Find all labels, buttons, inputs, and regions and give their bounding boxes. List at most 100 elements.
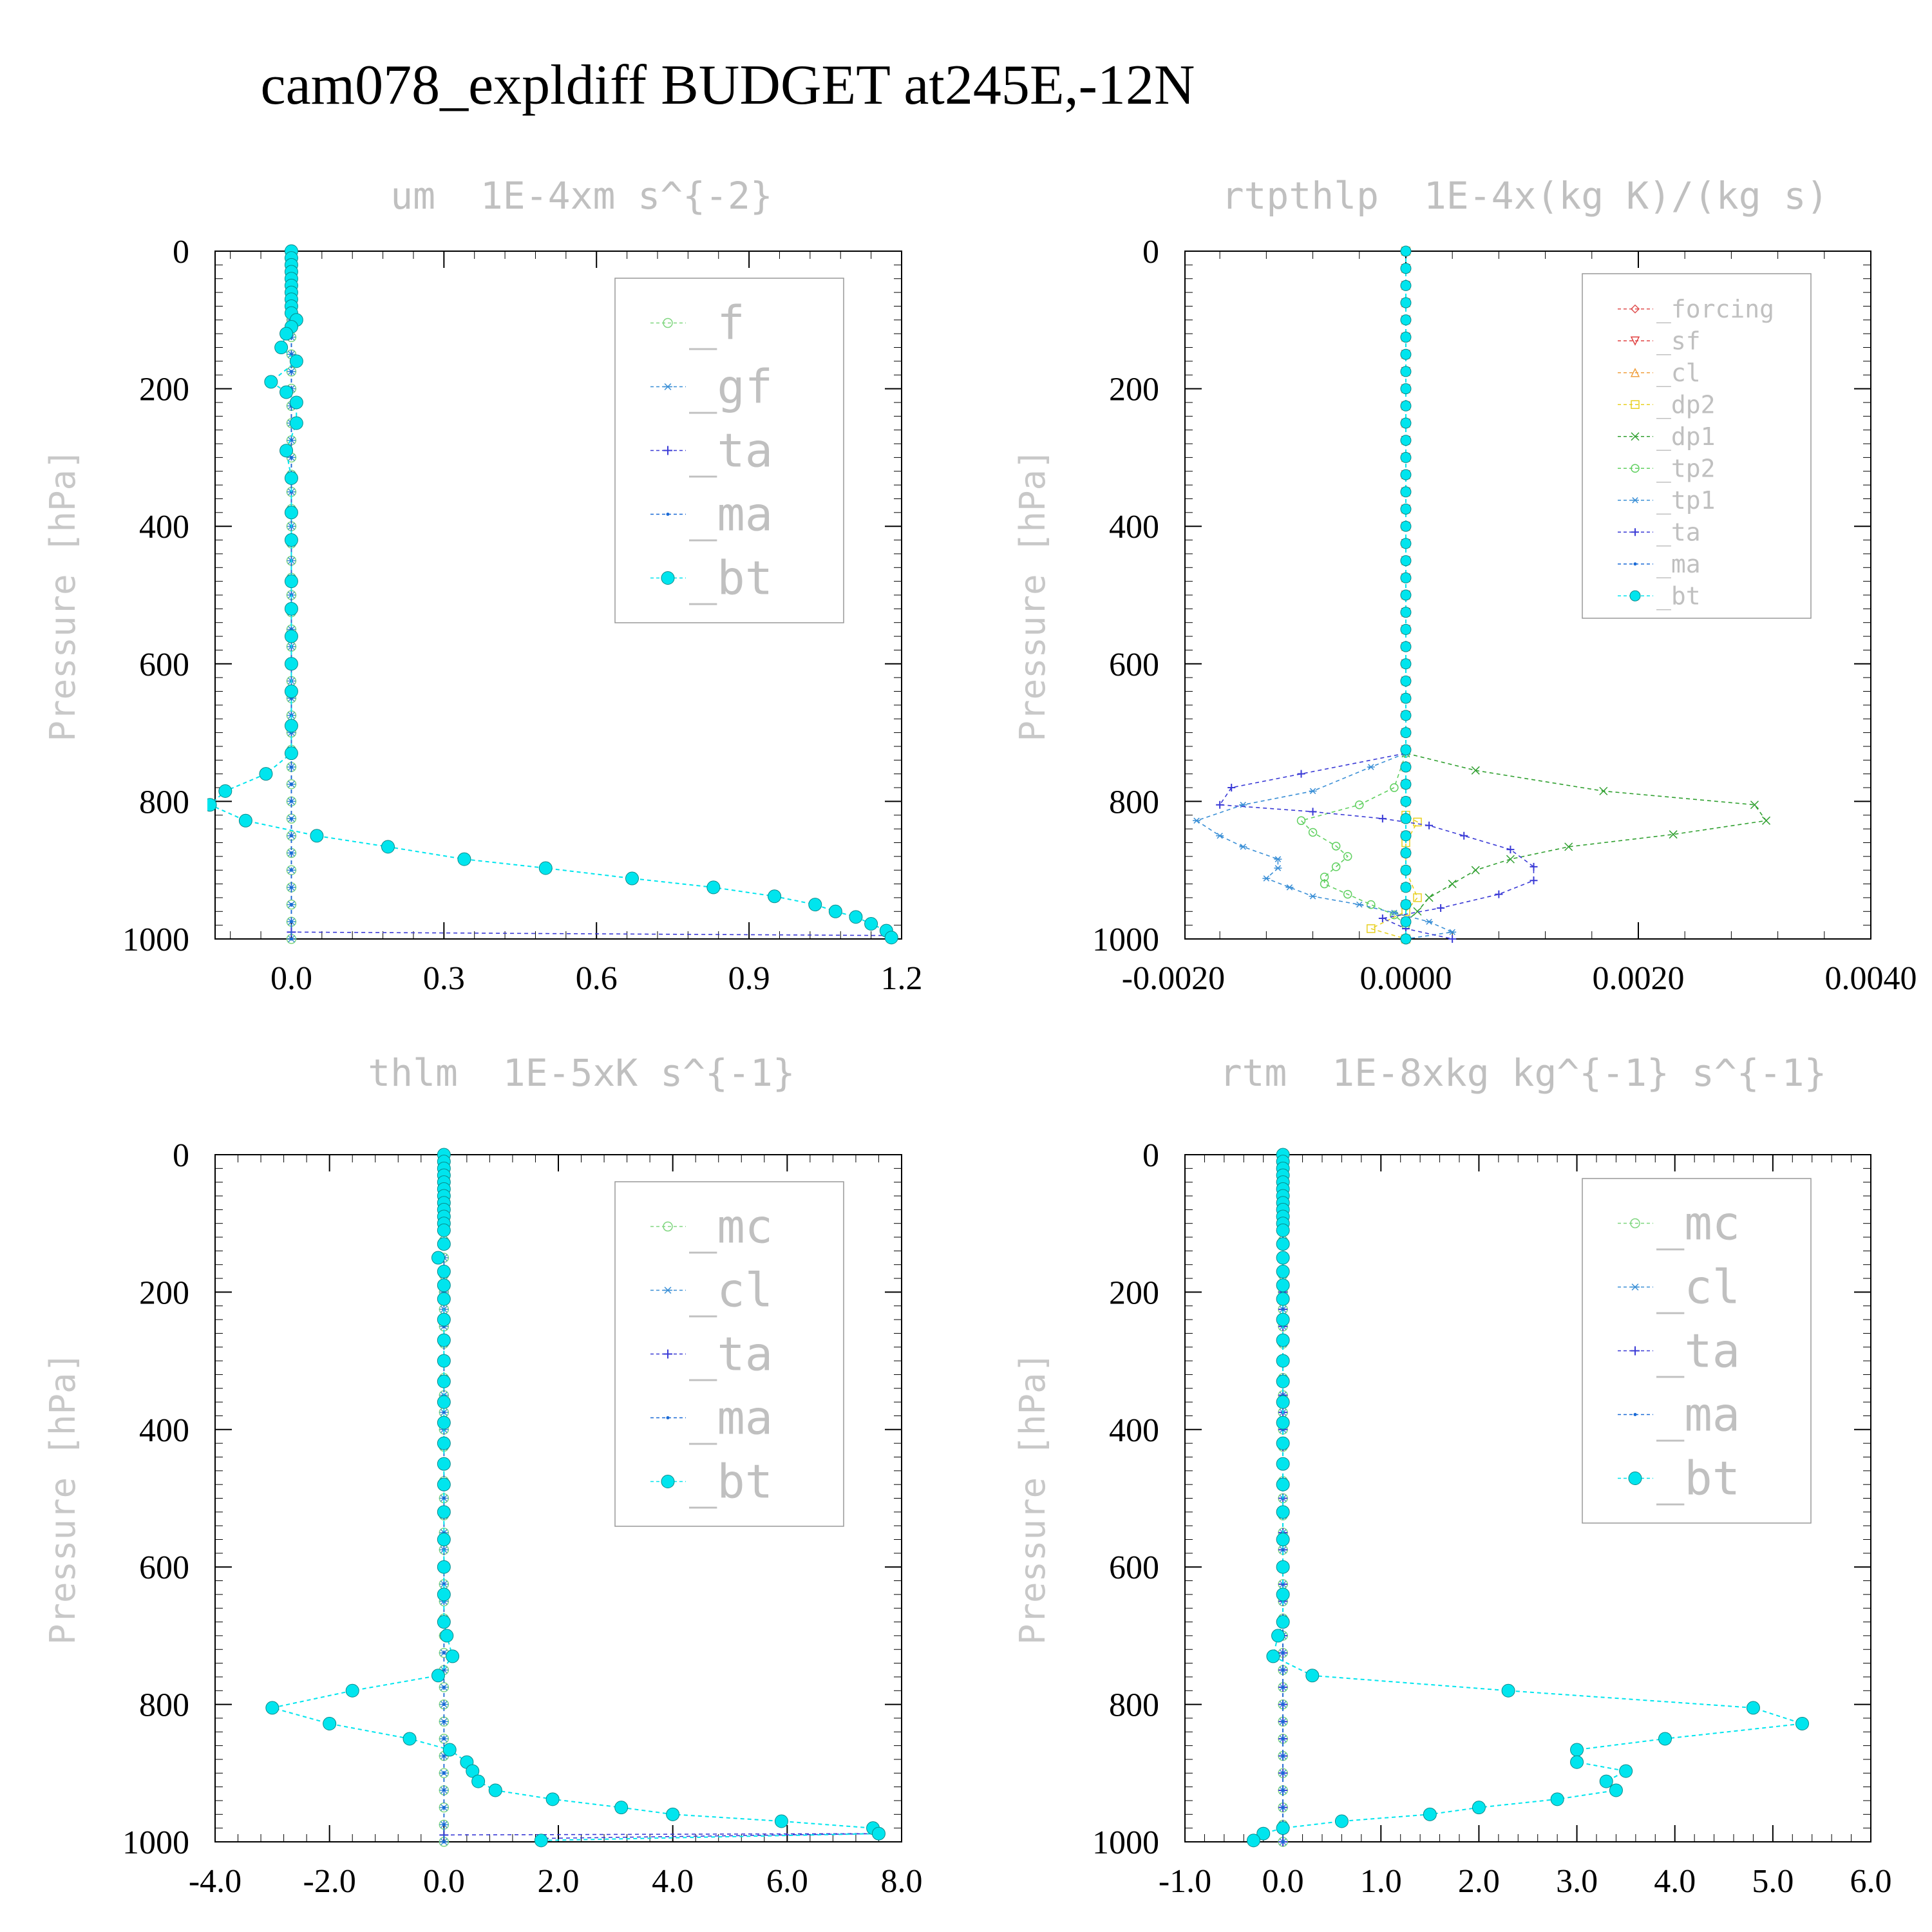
x-tick-label: 6.0 xyxy=(1850,1863,1892,1900)
data-point_bt xyxy=(1400,314,1412,326)
data-point_ma xyxy=(289,903,293,907)
y-tick-label: 200 xyxy=(139,372,189,408)
x-tick-label: -1.0 xyxy=(1159,1863,1211,1900)
data-point_bt xyxy=(437,1264,451,1278)
data-point_bt xyxy=(437,1416,451,1430)
data-point_bt xyxy=(1276,1821,1290,1835)
data-point_bt xyxy=(345,1683,359,1698)
data-point_bt xyxy=(437,1374,451,1388)
data-point_bt xyxy=(440,1629,454,1643)
data-point_bt xyxy=(442,1743,457,1757)
y-tick-label: 400 xyxy=(1109,509,1159,545)
legend-marker xyxy=(663,317,673,328)
x-tick-label: 4.0 xyxy=(652,1863,694,1900)
data-point_tp2 xyxy=(1355,800,1364,810)
data-point_dp1 xyxy=(1448,880,1457,889)
data-point_dp1 xyxy=(1506,855,1515,864)
legend-marker xyxy=(663,446,672,455)
legend-label: _cl xyxy=(1656,1260,1740,1314)
data-point_bt xyxy=(1400,830,1412,842)
x-tick-label: 1.2 xyxy=(881,960,923,997)
data-point_bt xyxy=(284,657,298,671)
data-point_ma xyxy=(442,1771,446,1775)
y-tick-label: 800 xyxy=(139,784,189,820)
data-point_ma xyxy=(289,370,293,374)
y-tick-label: 0 xyxy=(173,1137,189,1174)
data-point_bt xyxy=(284,471,298,485)
data-point_bt xyxy=(1619,1764,1633,1778)
data-point_bt xyxy=(284,746,298,761)
data-point_bt xyxy=(1400,744,1412,755)
data-point_ma xyxy=(1281,1307,1285,1311)
legend: _forcing _sf _cl _dp2_dp1 _tp2_tp1 _ta _ma _bt xyxy=(1582,273,1812,619)
data-point_bt xyxy=(1400,279,1412,291)
data-point_ma xyxy=(1281,1548,1285,1552)
data-point_bt xyxy=(284,719,298,733)
data-point_bt xyxy=(1276,1436,1290,1450)
data-point_bt xyxy=(1271,1629,1285,1643)
data-point_tp2 xyxy=(1343,889,1352,899)
legend-label: _f xyxy=(689,296,745,350)
data-point_bt xyxy=(1400,864,1412,876)
data-point_tp1 xyxy=(1193,817,1201,824)
data-point_ma xyxy=(289,799,293,803)
data-point_ma xyxy=(442,1737,446,1741)
data-point_bt xyxy=(1266,1649,1280,1663)
data-point_bt xyxy=(323,1716,337,1730)
y-tick-label: 0 xyxy=(1142,234,1159,270)
legend-marker xyxy=(1631,497,1639,504)
y-tick-label: 600 xyxy=(1109,1549,1159,1586)
data-point_bt xyxy=(666,1807,680,1821)
data-point_bt xyxy=(1423,1807,1437,1821)
y-tick-label: 600 xyxy=(1109,647,1159,683)
data-point_bt xyxy=(1400,400,1412,412)
data-point_bt xyxy=(1550,1792,1564,1806)
x-tick-label: 2.0 xyxy=(538,1863,580,1900)
data-point_ma xyxy=(289,937,293,941)
data-point_ma xyxy=(1281,1719,1285,1723)
x-tick-label: 0.0 xyxy=(1262,1863,1304,1900)
data-point_ma xyxy=(289,782,293,786)
data-point_dp1 xyxy=(1471,866,1480,875)
data-point_tp2 xyxy=(1331,862,1341,871)
data-point_bt xyxy=(1400,761,1412,773)
legend-marker xyxy=(1629,590,1641,601)
legend-marker xyxy=(663,383,672,390)
legend-label: _mc xyxy=(689,1200,773,1254)
y-tick-label: 800 xyxy=(1109,1687,1159,1724)
data-point_tp2 xyxy=(1296,816,1306,826)
series-line_tp1 xyxy=(1195,251,1455,940)
data-point_bt xyxy=(1334,1814,1349,1828)
data-point_dp1 xyxy=(1471,766,1480,775)
data-point_bt xyxy=(1276,1533,1290,1547)
data-point_ma xyxy=(442,1651,446,1655)
legend-marker xyxy=(1630,1218,1640,1229)
x-tick-label: -2.0 xyxy=(303,1863,356,1900)
legend: _mc _cl _ta _ma _bt xyxy=(1582,1178,1812,1524)
data-point_bt xyxy=(1276,1278,1290,1293)
data-point_ta xyxy=(1309,808,1317,816)
data-point_bt xyxy=(466,1764,480,1778)
data-point_bt xyxy=(437,1560,451,1574)
data-point_bt xyxy=(1795,1716,1809,1730)
legend-marker xyxy=(661,571,675,585)
data-point_dp1 xyxy=(1564,842,1573,851)
data-point_tp1 xyxy=(1239,844,1247,850)
data-point_bt xyxy=(238,813,252,828)
data-point_bt xyxy=(284,533,298,547)
legend-marker xyxy=(663,1287,672,1294)
data-point_dp1 xyxy=(1750,800,1759,810)
data-point_bt xyxy=(437,1533,451,1547)
data-point_bt xyxy=(1400,692,1412,704)
data-point_ta xyxy=(1506,846,1515,854)
data-point_bt xyxy=(437,1333,451,1347)
data-point_ma xyxy=(1281,1840,1285,1844)
data-point_ta xyxy=(1425,821,1434,829)
data-point_bt xyxy=(1400,589,1412,601)
data-point_bt xyxy=(1276,1333,1290,1347)
data-point_dp1 xyxy=(1599,786,1608,795)
data-point_bt xyxy=(431,1251,445,1265)
y-tick-label: 800 xyxy=(1109,784,1159,820)
data-point_tp2 xyxy=(1367,900,1376,909)
